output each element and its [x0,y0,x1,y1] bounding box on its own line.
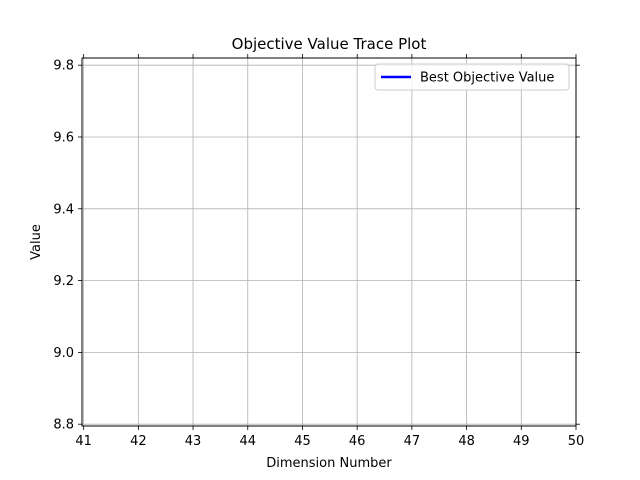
tick-marks [78,54,580,430]
y-axis-label: Value [29,224,44,260]
y-tick-labels: 8.8 9.0 9.2 9.4 9.6 9.8 [53,59,74,433]
x-tick-label: 41 [75,434,92,449]
y-tick-label: 9.6 [53,130,74,145]
y-tick-label: 9.8 [53,59,74,74]
x-tick-labels: 41 42 43 44 45 46 47 48 49 50 [75,434,584,449]
legend-label: Best Objective Value [420,71,554,86]
x-tick-label: 49 [513,434,530,449]
y-tick-label: 8.8 [53,418,74,433]
legend-box [374,63,570,91]
legend: Best Objective Value [374,63,570,91]
x-tick-label: 44 [239,434,256,449]
x-tick-label: 46 [349,434,366,449]
x-axis-label: Dimension Number [266,456,392,471]
x-tick-label: 50 [568,434,585,449]
y-tick-label: 9.4 [53,202,74,217]
x-tick-label: 48 [458,434,475,449]
x-tick-label: 42 [130,434,147,449]
y-tick-label: 9.0 [53,346,74,361]
plot-frame [81,57,577,427]
x-tick-label: 43 [185,434,202,449]
y-tick-label: 9.2 [53,274,74,289]
chart-title: Objective Value Trace Plot [232,35,427,53]
grid-lines [82,58,577,426]
x-tick-label: 45 [294,434,311,449]
x-tick-label: 47 [404,434,421,449]
